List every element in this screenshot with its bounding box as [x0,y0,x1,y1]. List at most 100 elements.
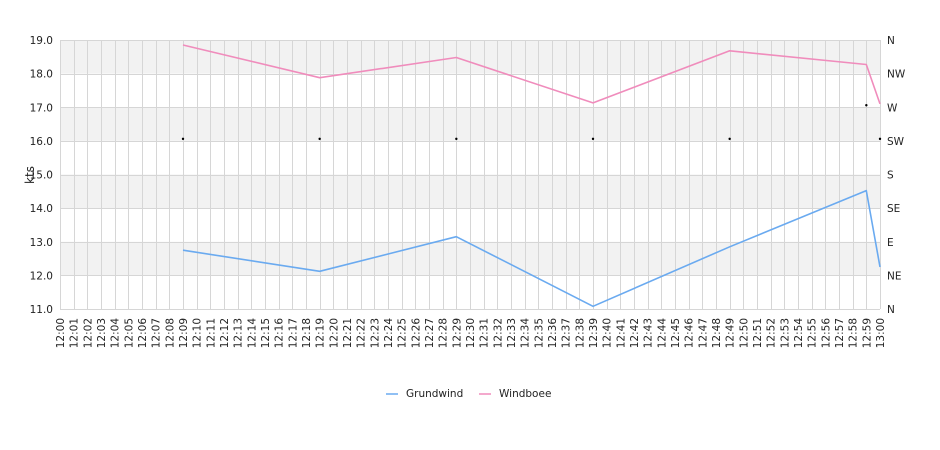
x-tick-label: 12:05 [123,318,135,348]
x-tick-label: 12:13 [233,318,245,348]
y-tick-label: 12.0 [30,270,53,282]
direction-marker [728,137,731,141]
x-tick-label: 12:04 [110,318,122,349]
x-tick-label: 12:00 [55,318,67,348]
x-tick-label: 12:26 [410,318,422,349]
right-axis-ticks: N NE E SE S SW W NW N [887,35,906,316]
x-axis-ticks: 12:00 12:01 12:02 12:03 12:04 12:05 12:06 12:07… [55,318,887,349]
x-tick-label: 12:47 [697,318,709,348]
direction-marker [181,137,185,141]
x-tick-label: 12:11 [205,318,217,348]
y-tick-label: 16.0 [30,136,53,148]
x-tick-label: 12:28 [438,318,450,348]
x-tick-label: 12:42 [629,318,641,348]
right-axis-label: W [887,102,898,114]
x-tick-label: 12:22 [356,318,368,348]
x-tick-label: 12:54 [793,318,805,349]
y-tick-label: 17.0 [30,102,53,114]
x-tick-label: 12:12 [219,318,231,348]
x-tick-label: 12:35 [533,318,545,348]
x-tick-label: 12:43 [643,318,655,348]
right-axis-label: E [887,237,894,249]
x-tick-label: 12:33 [506,318,518,348]
x-tick-label: 12:19 [315,318,327,348]
right-axis-label: NE [887,270,902,282]
legend-label: Grundwind [406,388,463,400]
x-tick-label: 12:57 [834,318,846,348]
x-tick-label: 12:36 [547,318,559,349]
direction-marker [591,137,595,141]
x-tick-label: 12:39 [588,318,600,348]
x-tick-label: 12:10 [192,318,204,348]
x-tick-label: 12:03 [96,318,108,348]
right-axis-label: NW [887,69,906,81]
x-tick-label: 12:49 [725,318,737,348]
y-tick-label: 11.0 [30,304,53,316]
x-tick-label: 12:14 [246,318,258,349]
x-tick-label: 12:45 [670,318,682,348]
right-axis-label: N [887,35,895,47]
series-line-grundwind [182,189,881,308]
x-tick-label: 12:20 [328,318,340,348]
x-tick-label: 12:58 [848,318,860,348]
y-tick-label: 19.0 [30,35,53,47]
y-tick-label: 15.0 [30,170,53,182]
y-tick-label: 18.0 [30,69,53,81]
x-tick-label: 12:09 [178,318,190,348]
series-lines [182,44,881,308]
x-tick-label: 12:06 [137,318,149,349]
x-tick-label: 12:01 [69,318,81,348]
left-axis-ticks: 11.0 12.0 13.0 14.0 15.0 16.0 17.0 18.0 19.0 [30,35,53,316]
x-tick-label: 12:48 [711,318,723,348]
x-tick-label: 12:23 [369,318,381,348]
legend: Grundwind Windboee [386,388,551,400]
x-tick-label: 12:21 [342,318,354,348]
x-tick-label: 12:50 [738,318,750,348]
right-axis-label: SE [887,203,900,215]
x-tick-label: 12:29 [451,318,463,348]
direction-marker [865,104,868,107]
direction-markers [181,104,882,141]
x-tick-label: 12:38 [574,318,586,348]
x-tick-label: 12:24 [383,318,395,349]
x-tick-label: 12:08 [164,318,176,348]
series-line-windboee [182,44,881,105]
x-tick-label: 12:02 [82,318,94,348]
x-tick-label: 12:53 [779,318,791,348]
y-tick-label: 13.0 [30,237,53,249]
x-tick-label: 12:30 [465,318,477,348]
x-tick-label: 12:25 [397,318,409,348]
x-tick-label: 12:52 [766,318,778,348]
x-tick-label: 12:18 [301,318,313,348]
y-axis-label: kts [23,166,37,184]
x-tick-label: 12:17 [287,318,299,348]
x-tick-label: 12:46 [684,318,696,349]
x-tick-label: 12:59 [861,318,873,348]
x-tick-label: 12:16 [274,318,286,349]
x-tick-label: 12:55 [807,318,819,348]
x-tick-label: 12:31 [479,318,491,348]
legend-label: Windboee [499,388,551,400]
right-axis-label: S [887,170,894,182]
right-axis-label: N [887,304,895,316]
x-tick-label: 12:34 [520,318,532,349]
x-tick-label: 12:51 [752,318,764,348]
direction-marker [455,137,458,141]
x-tick-label: 12:44 [656,318,668,349]
x-tick-label: 12:27 [424,318,436,348]
direction-marker [878,137,882,141]
x-tick-label: 12:56 [820,318,832,349]
x-tick-label: 13:00 [875,318,887,348]
x-tick-label: 12:37 [561,318,573,348]
y-tick-label: 14.0 [30,203,53,215]
x-tick-label: 12:07 [151,318,163,348]
direction-marker [318,137,321,141]
x-tick-label: 12:32 [492,318,504,348]
horizontal-gridlines [60,40,880,310]
right-axis-label: SW [887,136,905,148]
x-tick-label: 12:15 [260,318,272,348]
x-tick-label: 12:40 [602,318,614,348]
x-tick-label: 12:41 [615,318,627,348]
vertical-gridlines [60,40,881,309]
